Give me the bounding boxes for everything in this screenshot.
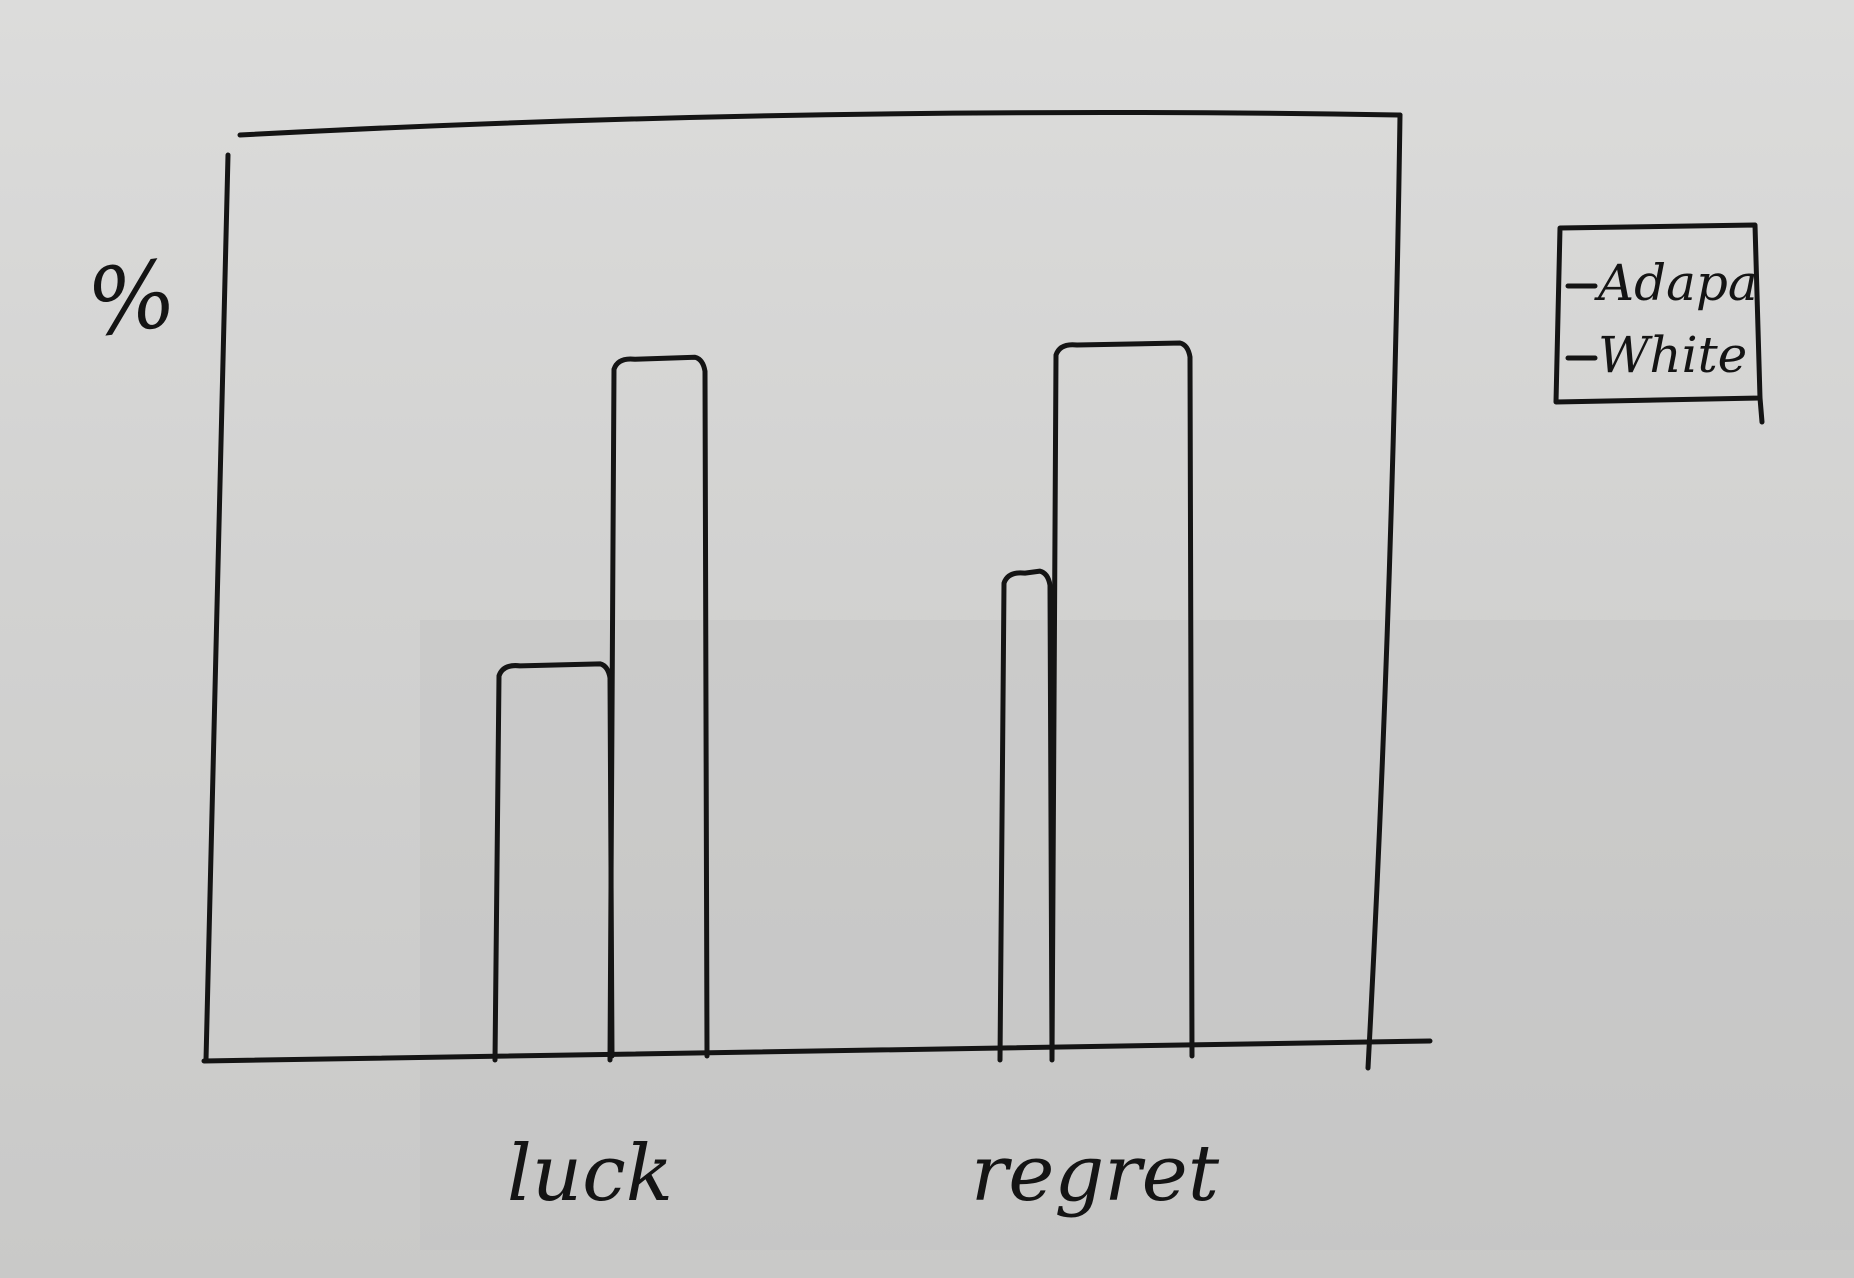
legend-box-tail (1757, 395, 1765, 425)
bar-luck-adapa (492, 661, 615, 1063)
bar-luck-white (607, 354, 710, 1063)
x-axis-line (201, 1038, 1433, 1064)
category-labels-layer: luck regret (507, 1129, 1220, 1219)
x-tick-label-luck: luck (507, 1129, 673, 1219)
legend-label-adapa: Adapa (1594, 254, 1758, 312)
legend-items: Adapa White (1565, 254, 1758, 384)
x-tick-label-regret: regret (971, 1129, 1220, 1219)
frame-top-line (237, 110, 1403, 138)
legend: Adapa White (1553, 222, 1765, 425)
bars-layer (492, 340, 1195, 1063)
legend-label-white: White (1598, 326, 1747, 384)
paper-shadow-panel (420, 620, 1854, 1250)
y-axis-label: % (81, 240, 182, 358)
frame-left-line (203, 152, 231, 1063)
bar-regret-white (1049, 340, 1195, 1063)
plot-frame (201, 110, 1433, 1071)
frame-right-line (1365, 112, 1403, 1071)
bar-regret-adapa (997, 568, 1055, 1063)
